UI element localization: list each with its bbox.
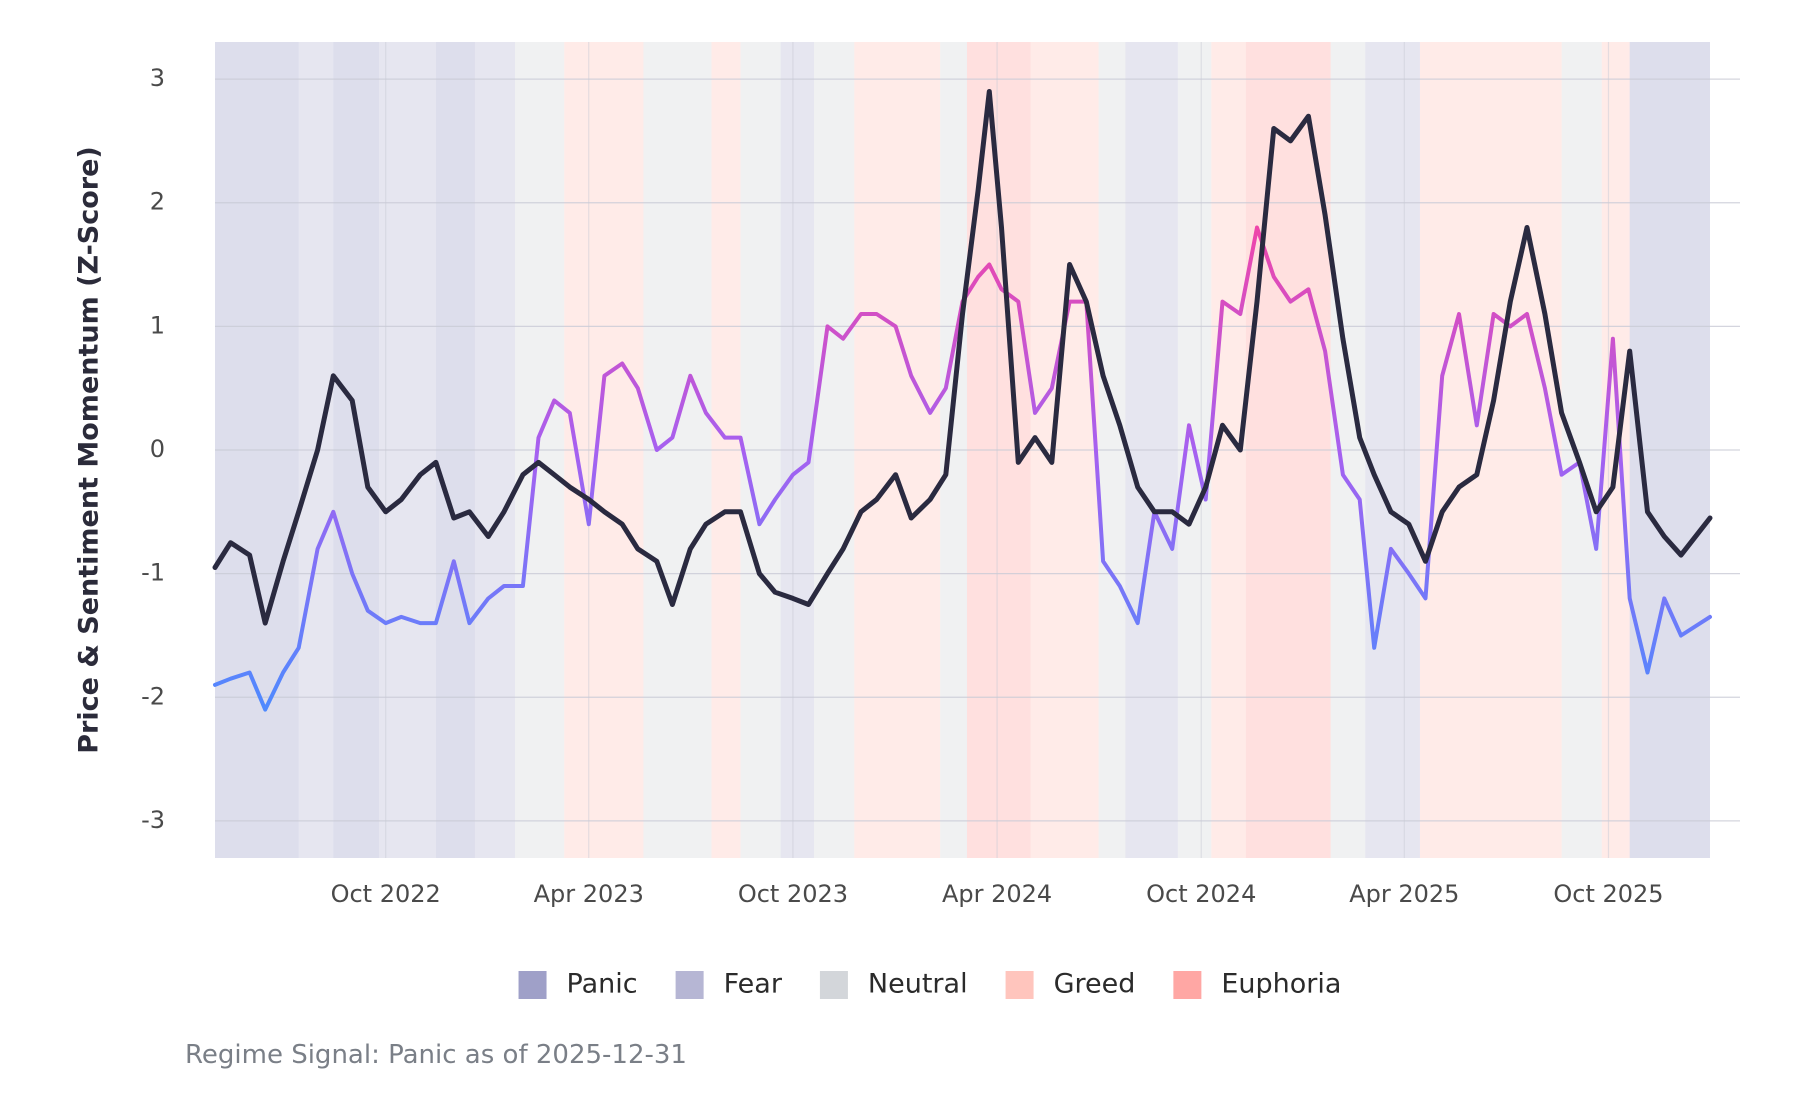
- y-tick-label: 3: [150, 64, 165, 92]
- legend-label-greed: Greed: [1054, 969, 1136, 1000]
- regime-signal-caption: Regime Signal: Panic as of 2025-12-31: [185, 1040, 687, 1070]
- x-tick-label: Oct 2022: [331, 880, 441, 908]
- y-tick-label: -3: [141, 806, 165, 834]
- y-tick-label: -2: [141, 682, 165, 710]
- x-tick-label: Apr 2024: [942, 880, 1052, 908]
- y-axis-title: Price & Sentiment Momentum (Z-Score): [74, 146, 105, 754]
- legend-swatch-euphoria: [1173, 971, 1202, 999]
- legend-swatch-panic: [518, 971, 547, 999]
- x-tick-label: Oct 2023: [738, 880, 848, 908]
- series-lines: [212, 89, 1713, 712]
- x-tick-labels: Oct 2022 Apr 2023 Oct 2023 Apr 2024 Oct 2024…: [331, 880, 1664, 908]
- y-tick-label: 1: [150, 311, 165, 339]
- x-tick-label: Apr 2023: [534, 880, 644, 908]
- legend-label-euphoria: Euphoria: [1221, 969, 1341, 1000]
- legend-swatch-fear: [675, 971, 704, 999]
- legend-label-fear: Fear: [724, 969, 783, 1000]
- legend-label-panic: Panic: [567, 969, 638, 1000]
- legend-swatch-greed: [1005, 971, 1034, 999]
- legend-label-neutral: Neutral: [868, 969, 968, 1000]
- x-tick-label: Apr 2025: [1349, 880, 1459, 908]
- legend-swatch-neutral: [819, 971, 848, 999]
- y-tick-label: 2: [150, 188, 165, 216]
- x-tick-label: Oct 2024: [1146, 880, 1256, 908]
- y-tick-label: -1: [141, 559, 165, 587]
- grid-lines: [215, 42, 1740, 858]
- y-tick-label: 0: [150, 435, 165, 463]
- price-momentum-line: [212, 89, 1713, 626]
- legend: Panic Fear Neutral Greed Euphoria: [518, 969, 1341, 1000]
- x-tick-label: Oct 2025: [1553, 880, 1663, 908]
- y-tick-labels: -3 -2 -1 0 1 2 3: [141, 64, 165, 834]
